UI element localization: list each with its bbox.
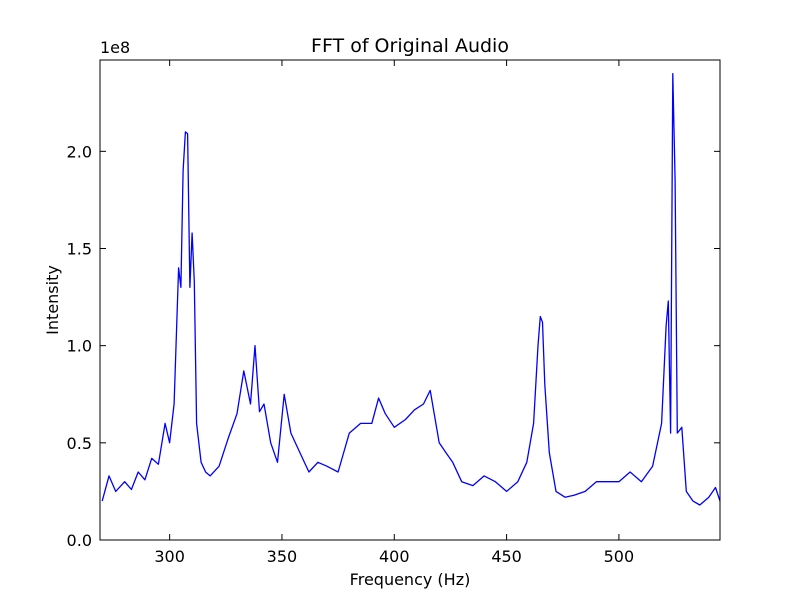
y-tick-label: 2.0 [67,142,92,161]
y-tick-label: 1.0 [67,337,92,356]
x-tick-label: 400 [379,547,410,566]
y-multiplier-label: 1e8 [100,38,130,57]
chart-title: FFT of Original Audio [311,35,509,57]
y-axis-label: Intensity [43,265,62,335]
x-tick-label: 500 [604,547,635,566]
y-tick-label: 1.5 [67,240,92,259]
ticks-group: 300 350 400 450 500 0.0 0.5 1.0 1.5 2.0 [67,60,720,566]
x-tick-label: 350 [267,547,298,566]
plot-frame [99,59,721,541]
x-tick-label: 300 [154,547,185,566]
series-group [101,72,721,506]
y-tick-label: 0.0 [67,531,92,550]
x-tick-label: 450 [491,547,522,566]
plot-area [100,60,720,540]
x-axis-label: Frequency (Hz) [350,570,471,589]
y-tick-label: 0.5 [67,434,92,453]
series-line-0 [101,72,721,506]
